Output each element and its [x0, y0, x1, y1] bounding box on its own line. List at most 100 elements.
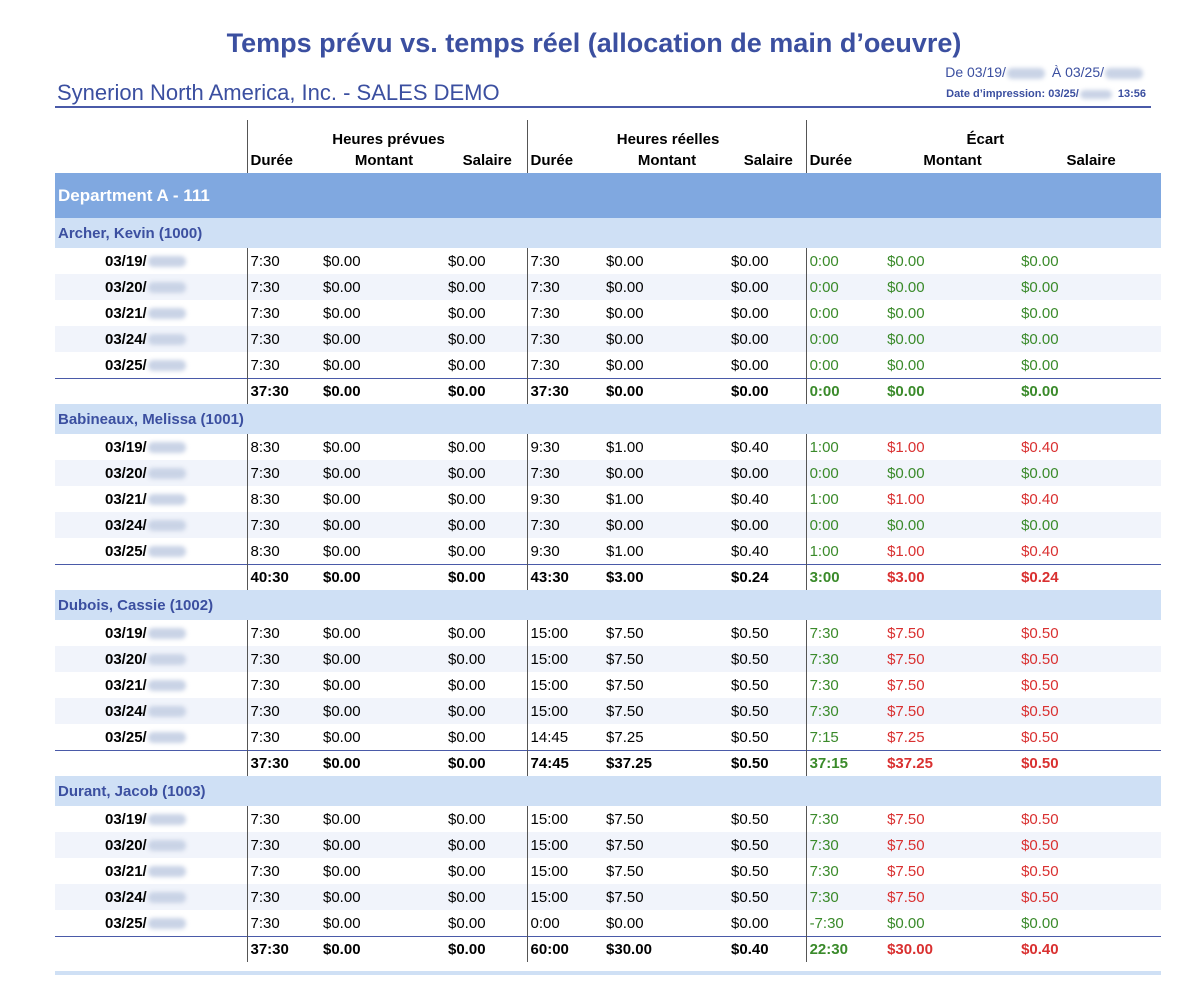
planned-salary-cell: $0.00 [445, 274, 528, 300]
variance-amount-cell: $7.50 [884, 620, 1019, 646]
row-date: 03/24/ [55, 512, 247, 538]
actual-amount-cell: $7.50 [603, 832, 729, 858]
total-variance-salary: $0.40 [1018, 936, 1162, 962]
planned-duration-cell: 7:30 [246, 858, 320, 884]
actual-duration-cell: 15:00 [526, 806, 604, 832]
report-title: Temps prévu vs. temps réel (allocation d… [226, 28, 962, 58]
actual-amount-cell: $7.50 [603, 620, 729, 646]
actual-amount-cell: $1.00 [606, 490, 644, 508]
planned-amount-cell: $0.00 [320, 248, 445, 274]
row-date: 03/24/ [55, 698, 247, 724]
variance-duration-cell: 7:15 [805, 724, 885, 751]
col-duration: Durée [805, 148, 885, 173]
employee-row: Babineaux, Melissa (1001) [55, 404, 1162, 434]
total-actual-amount: $0.00 [603, 378, 729, 404]
row-date-text: 03/24/ [105, 888, 147, 906]
planned-duration-cell: 7:30 [246, 698, 320, 724]
col-amount: Montant [637, 152, 697, 169]
actual-salary-cell: $0.00 [728, 512, 807, 538]
table-row: 03/20/7:30 $0.00 $0.00 15:00 $7.50 $0.50 7:30 $… [55, 832, 1162, 858]
redacted-year [147, 680, 186, 692]
row-date-text: 03/20/ [105, 836, 147, 854]
total-row: 37:30 $0.00 $0.00 60:00 $30.00 $0.40 22:30 $30.… [55, 936, 1162, 962]
planned-duration-cell: 7:30 [246, 248, 320, 274]
table-row: 03/25/7:30 $0.00 $0.00 14:45 $7.25 $0.50 7:15 $… [55, 724, 1162, 751]
total-variance-amount: $37.25 [884, 750, 1019, 776]
planned-salary-cell: $0.00 [445, 672, 528, 698]
planned-amount-cell: $0.00 [320, 460, 445, 486]
actual-salary-cell: $0.50 [728, 620, 807, 646]
planned-duration-cell: 7:30 [246, 806, 320, 832]
employee-name: Dubois, Cassie (1002) [55, 590, 1162, 620]
col-duration: Durée [246, 148, 320, 173]
redacted-year [147, 732, 186, 744]
actual-salary-cell: $0.00 [728, 300, 807, 326]
total-planned-duration: 37:30 [246, 750, 320, 776]
actual-amount-cell: $7.50 [606, 862, 644, 880]
variance-amount-cell: $7.50 [884, 646, 1019, 672]
actual-duration-cell: 15:00 [526, 646, 604, 672]
planned-duration-cell: 8:30 [246, 434, 320, 460]
employee-name: Durant, Jacob (1003) [55, 776, 1162, 806]
variance-duration-cell: 0:00 [805, 248, 885, 274]
total-blank [55, 378, 247, 404]
actual-duration-cell: 9:30 [526, 486, 604, 512]
total-planned-duration: 37:30 [246, 378, 320, 404]
redacted-year [147, 308, 186, 320]
redacted-year [147, 706, 186, 718]
variance-salary-cell: $0.00 [1018, 352, 1162, 379]
total-blank [55, 750, 247, 776]
variance-duration-cell: 1:00 [805, 538, 885, 565]
column-sub-header: Durée Montant Salaire Durée Montant Sala… [55, 148, 1161, 173]
redacted-year [1006, 67, 1045, 79]
planned-duration-cell: 7:30 [246, 884, 320, 910]
actual-duration-cell: 9:30 [526, 538, 604, 565]
redacted-year [147, 840, 186, 852]
planned-salary-cell: $0.00 [448, 542, 486, 560]
variance-amount-cell: $7.50 [884, 672, 1019, 698]
row-date-text: 03/25/ [105, 542, 147, 560]
variance-salary-cell: $0.00 [1018, 300, 1162, 326]
variance-salary-cell: $0.00 [1021, 914, 1059, 932]
variance-duration-cell: 7:30 [805, 646, 885, 672]
total-actual-amount: $37.25 [603, 750, 729, 776]
employee-name: Babineaux, Melissa (1001) [55, 404, 1162, 434]
col-salary: Salaire [462, 152, 512, 169]
actual-duration-cell: 0:00 [526, 910, 604, 937]
actual-salary-cell: $0.50 [728, 698, 807, 724]
actual-salary-cell: $0.50 [728, 724, 807, 751]
employee-name: Archer, Kevin (1000) [55, 218, 1162, 248]
row-date-text: 03/25/ [105, 356, 147, 374]
header-rule [55, 106, 1151, 108]
group-header-actual: Heures réelles [526, 120, 807, 148]
row-date-text: 03/19/ [105, 252, 147, 270]
planned-salary-cell: $0.00 [445, 832, 528, 858]
planned-amount-cell: $0.00 [323, 490, 361, 508]
row-date: 03/21/ [55, 486, 247, 512]
planned-amount-cell: $0.00 [323, 862, 361, 880]
blank-header [55, 120, 247, 148]
table-row: 03/21/7:30 $0.00 $0.00 7:30 $0.00 $0.00 0:00 $0… [55, 300, 1162, 326]
redacted-year [1079, 89, 1112, 99]
redacted-year [147, 334, 186, 346]
variance-duration-cell: 7:30 [805, 620, 885, 646]
actual-amount-cell: $0.00 [603, 248, 729, 274]
planned-salary-cell: $0.00 [445, 248, 528, 274]
planned-duration-cell: 7:30 [246, 910, 320, 937]
total-variance-duration: 37:15 [805, 750, 885, 776]
table-row: 03/25/7:30 $0.00 $0.00 7:30 $0.00 $0.00 0:00 $0… [55, 352, 1162, 379]
actual-amount-cell: $7.50 [606, 810, 644, 828]
variance-amount-cell: $0.00 [884, 300, 1019, 326]
planned-salary-cell: $0.00 [445, 512, 528, 538]
table-row: 03/20/7:30 $0.00 $0.00 7:30 $0.00 $0.00 0:00 $0… [55, 460, 1162, 486]
actual-salary-cell: $0.40 [731, 438, 769, 456]
actual-duration-cell: 7:30 [526, 460, 604, 486]
table-row: 03/19/7:30 $0.00 $0.00 15:00 $7.50 $0.50 7:30 $… [55, 806, 1161, 832]
total-variance-duration: 3:00 [805, 564, 885, 590]
planned-amount-cell: $0.00 [323, 438, 361, 456]
actual-duration-cell: 14:45 [526, 724, 604, 751]
row-date: 03/19/ [55, 620, 247, 646]
row-date: 03/24/ [55, 326, 247, 352]
variance-amount-cell: $1.00 [887, 490, 925, 508]
planned-salary-cell: $0.00 [445, 460, 528, 486]
